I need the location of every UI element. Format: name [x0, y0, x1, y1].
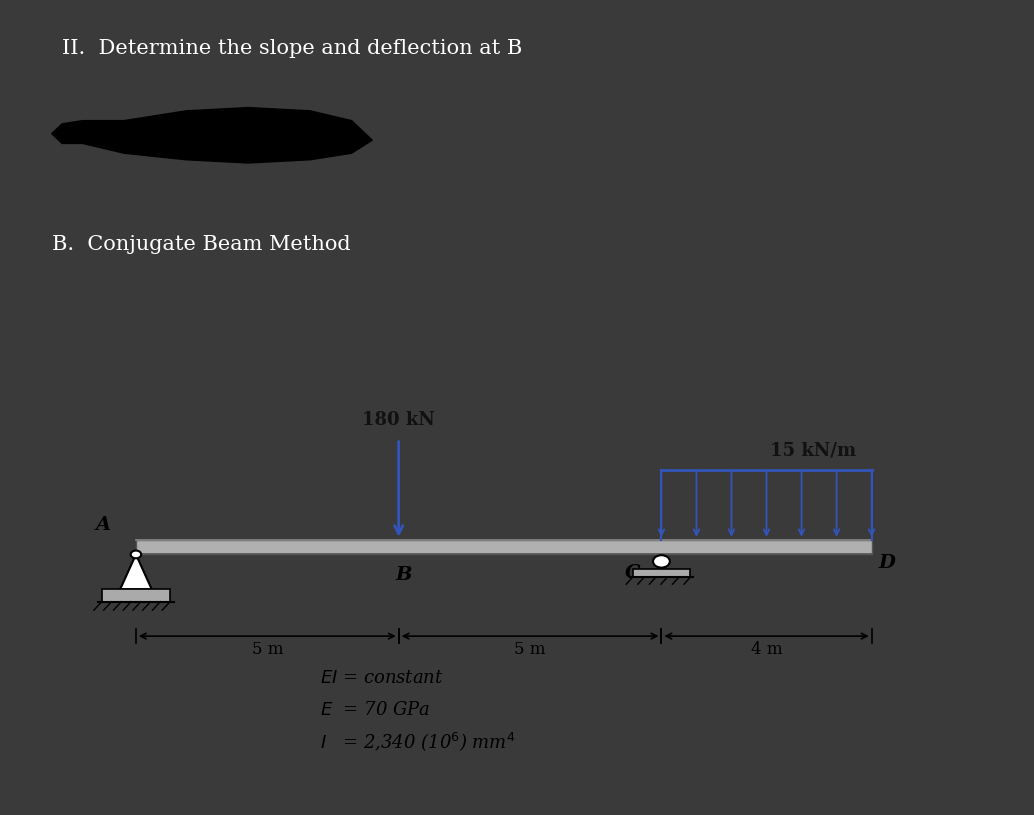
Text: 180 kN: 180 kN	[362, 411, 435, 429]
Text: 15 kN/m: 15 kN/m	[769, 442, 856, 460]
Text: 4 m: 4 m	[751, 641, 783, 658]
Bar	[633, 569, 691, 577]
Text: A: A	[96, 516, 111, 534]
Circle shape	[130, 551, 142, 558]
Text: 5 m: 5 m	[251, 641, 283, 658]
Circle shape	[653, 555, 670, 567]
Text: $EI$ = constant: $EI$ = constant	[320, 668, 444, 686]
Text: C: C	[625, 564, 640, 582]
Text: II.  Determine the slope and deflection at B: II. Determine the slope and deflection a…	[62, 39, 522, 58]
Text: B.  Conjugate Beam Method: B. Conjugate Beam Method	[52, 235, 351, 253]
Text: D: D	[879, 554, 895, 572]
Text: $I$   = 2,340 (10$^{6}$) mm$^{4}$: $I$ = 2,340 (10$^{6}$) mm$^{4}$	[320, 730, 515, 753]
Text: B: B	[396, 566, 413, 584]
Bar	[101, 589, 171, 601]
Polygon shape	[52, 108, 372, 163]
Polygon shape	[120, 554, 152, 589]
Text: using: using	[62, 117, 173, 136]
Text: 5 m: 5 m	[514, 641, 546, 658]
Bar	[135, 540, 872, 554]
Text: $E$  = 70 GPa: $E$ = 70 GPa	[320, 702, 430, 720]
